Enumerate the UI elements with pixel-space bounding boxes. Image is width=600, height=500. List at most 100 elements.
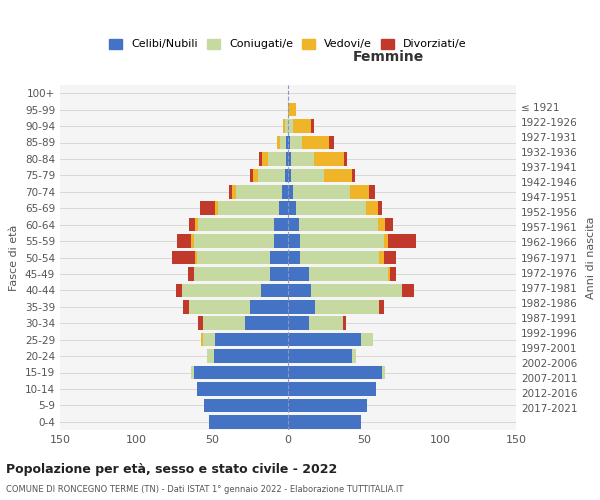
Bar — [197, 251, 270, 264]
Bar — [215, 333, 288, 346]
Bar — [177, 234, 191, 248]
Bar — [288, 316, 309, 330]
Bar — [285, 120, 288, 133]
Bar — [291, 168, 325, 182]
Bar — [311, 284, 402, 297]
Bar — [368, 185, 374, 198]
Bar — [270, 251, 288, 264]
Bar — [402, 284, 414, 297]
Bar — [203, 333, 215, 346]
Bar — [288, 267, 309, 280]
Bar — [388, 267, 390, 280]
Text: Popolazione per età, sesso e stato civile - 2022: Popolazione per età, sesso e stato civil… — [6, 462, 337, 475]
Bar — [288, 202, 296, 215]
Bar — [188, 267, 194, 280]
Bar — [382, 366, 385, 379]
Bar — [268, 152, 286, 166]
Bar — [288, 218, 299, 232]
Bar — [189, 300, 250, 314]
Bar — [379, 300, 384, 314]
Bar — [288, 185, 293, 198]
Bar — [377, 202, 382, 215]
Bar — [197, 382, 288, 396]
Bar — [300, 251, 379, 264]
Bar — [282, 185, 288, 198]
Bar — [194, 366, 288, 379]
Bar — [325, 168, 352, 182]
Bar — [183, 300, 189, 314]
Bar — [288, 136, 290, 149]
Bar — [195, 251, 197, 264]
Bar — [250, 300, 288, 314]
Bar — [288, 234, 300, 248]
Bar — [377, 218, 385, 232]
Bar — [283, 120, 285, 133]
Bar — [288, 152, 291, 166]
Bar — [311, 120, 314, 133]
Bar — [384, 234, 388, 248]
Bar — [286, 136, 288, 149]
Text: COMUNE DI RONCEGNO TERME (TN) - Dati ISTAT 1° gennaio 2022 - Elaborazione TUTTIT: COMUNE DI RONCEGNO TERME (TN) - Dati IST… — [6, 485, 403, 494]
Bar — [245, 316, 288, 330]
Bar — [288, 350, 352, 363]
Bar — [288, 333, 361, 346]
Bar — [316, 300, 379, 314]
Bar — [343, 316, 346, 330]
Bar — [390, 267, 396, 280]
Bar — [279, 202, 288, 215]
Bar — [300, 234, 384, 248]
Bar — [262, 152, 268, 166]
Bar — [385, 218, 393, 232]
Bar — [344, 152, 347, 166]
Bar — [215, 202, 218, 215]
Bar — [270, 267, 288, 280]
Bar — [250, 168, 253, 182]
Bar — [293, 185, 350, 198]
Bar — [379, 251, 384, 264]
Bar — [176, 284, 182, 297]
Bar — [257, 168, 285, 182]
Bar — [290, 136, 302, 149]
Bar — [288, 382, 376, 396]
Bar — [274, 218, 288, 232]
Bar — [205, 398, 288, 412]
Bar — [288, 168, 291, 182]
Bar — [172, 251, 195, 264]
Bar — [329, 136, 334, 149]
Bar — [309, 267, 388, 280]
Bar — [384, 251, 396, 264]
Bar — [365, 202, 377, 215]
Bar — [214, 350, 288, 363]
Bar — [291, 152, 314, 166]
Y-axis label: Anni di nascita: Anni di nascita — [586, 216, 596, 298]
Bar — [296, 202, 365, 215]
Bar — [232, 185, 236, 198]
Bar — [189, 218, 195, 232]
Text: Femmine: Femmine — [353, 50, 424, 64]
Bar — [388, 234, 416, 248]
Bar — [352, 350, 356, 363]
Bar — [288, 300, 316, 314]
Y-axis label: Fasce di età: Fasce di età — [10, 224, 19, 290]
Bar — [288, 415, 361, 428]
Bar — [191, 234, 194, 248]
Bar — [199, 218, 274, 232]
Bar — [191, 366, 194, 379]
Bar — [314, 152, 344, 166]
Bar — [288, 284, 311, 297]
Bar — [194, 267, 270, 280]
Bar — [200, 202, 215, 215]
Bar — [293, 120, 311, 133]
Bar — [182, 284, 260, 297]
Bar — [259, 152, 262, 166]
Bar — [309, 316, 343, 330]
Legend: Celibi/Nubili, Coniugati/e, Vedovi/e, Divorziati/e: Celibi/Nubili, Coniugati/e, Vedovi/e, Di… — [106, 36, 470, 53]
Bar — [288, 103, 296, 117]
Bar — [218, 202, 279, 215]
Bar — [288, 120, 293, 133]
Bar — [286, 152, 288, 166]
Bar — [253, 168, 257, 182]
Bar — [302, 136, 329, 149]
Bar — [350, 185, 368, 198]
Bar — [361, 333, 373, 346]
